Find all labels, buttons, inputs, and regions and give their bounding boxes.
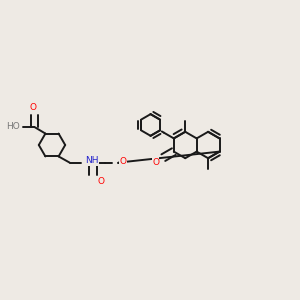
Text: O: O: [152, 158, 159, 167]
Text: NH: NH: [85, 156, 98, 165]
Text: O: O: [120, 157, 127, 166]
Text: O: O: [30, 103, 37, 112]
Text: HO: HO: [7, 122, 20, 131]
Text: O: O: [98, 177, 105, 186]
